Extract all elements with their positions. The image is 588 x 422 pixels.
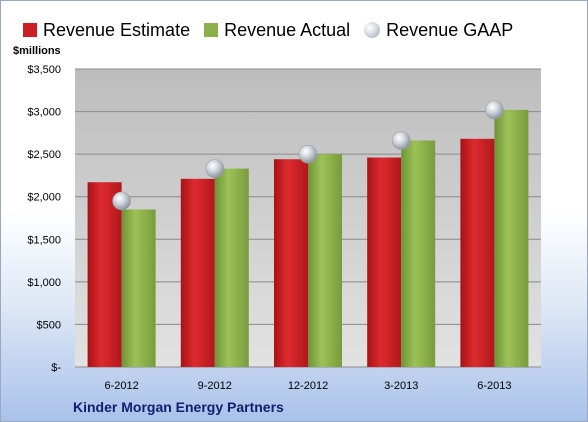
- point-revenue-gaap: [112, 191, 131, 211]
- point-revenue-gaap: [205, 159, 225, 178]
- company-name: Kinder Morgan Energy Partners: [73, 399, 284, 415]
- y-tick-label: $1,000: [27, 277, 61, 289]
- y-tick-label: $2,000: [27, 192, 61, 204]
- legend: Revenue Estimate Revenue Actual Revenue …: [23, 17, 527, 43]
- gaap-points: [112, 100, 504, 211]
- bar-revenue-actual: [214, 168, 249, 367]
- bars: [87, 109, 529, 368]
- x-tick-label: 9-2012: [198, 380, 232, 392]
- x-tick-label: 6-2012: [104, 380, 138, 392]
- legend-item-revenue-actual: Revenue Actual: [204, 20, 350, 41]
- bar-revenue-estimate: [180, 178, 215, 367]
- bar-revenue-actual: [401, 140, 436, 367]
- legend-label-revenue-estimate: Revenue Estimate: [43, 19, 191, 40]
- bar-revenue-estimate: [460, 138, 495, 367]
- point-revenue-gaap: [391, 131, 411, 150]
- bar-revenue-actual: [121, 209, 156, 367]
- y-tick-label: $3,500: [27, 64, 61, 76]
- legend-swatch-revenue-actual: [204, 23, 219, 37]
- y-axis-ticks: $- $500 $1,000 $1,500 $2,000 $2,500 $3,000 $3,5…: [27, 64, 61, 374]
- point-revenue-gaap: [298, 144, 318, 164]
- point-revenue-gaap: [485, 100, 504, 120]
- legend-label-revenue-gaap: Revenue GAAP: [386, 19, 514, 40]
- y-tick-label: $2,500: [27, 149, 61, 161]
- bar-revenue-estimate: [367, 157, 402, 367]
- x-tick-label: 3-2013: [384, 380, 418, 392]
- legend-swatch-revenue-gaap: [364, 22, 381, 38]
- x-tick-label: 6-2013: [477, 380, 511, 392]
- legend-item-revenue-estimate: Revenue Estimate: [23, 20, 190, 41]
- y-tick-label: $3,000: [27, 107, 61, 119]
- legend-swatch-revenue-estimate: [23, 23, 37, 37]
- x-axis-ticks: 6-2012 9-2012 12-2012 3-2013 6-2013: [104, 380, 511, 392]
- y-tick-label: $-: [51, 362, 61, 374]
- x-tick-label: 12-2012: [288, 380, 328, 392]
- bar-revenue-estimate: [274, 159, 308, 367]
- bar-revenue-estimate: [87, 182, 122, 367]
- legend-item-revenue-gaap: Revenue GAAP: [364, 20, 513, 41]
- y-tick-label: $1,500: [27, 234, 61, 246]
- y-axis-unit-label: $millions: [13, 45, 61, 57]
- bar-revenue-actual: [308, 154, 342, 367]
- bar-revenue-actual: [494, 109, 529, 368]
- legend-label-revenue-actual: Revenue Actual: [224, 19, 351, 40]
- y-tick-label: $500: [37, 319, 61, 331]
